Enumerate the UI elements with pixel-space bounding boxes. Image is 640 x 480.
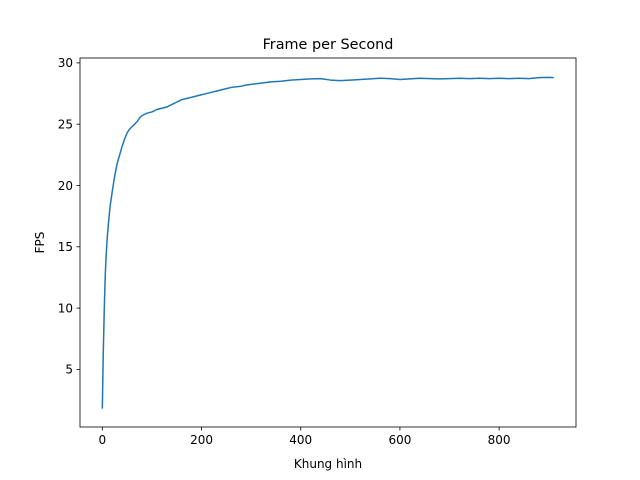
- ticks-layer: 0 200 400 600 800 5 10 15 20 25 30: [58, 56, 511, 447]
- y-axis-label: FPS: [33, 232, 47, 254]
- x-tick-label: 600: [388, 433, 411, 447]
- plot-layer: [101, 76, 554, 409]
- y-tick-label: 20: [58, 179, 73, 193]
- y-tick-label: 25: [58, 117, 73, 131]
- chart-title: Frame per Second: [263, 37, 394, 53]
- x-axis-label: Khung hình: [294, 457, 362, 471]
- plot-frame: [79, 57, 577, 428]
- x-tick-label: 800: [488, 433, 511, 447]
- y-tick-label: 15: [58, 240, 73, 254]
- y-tick-label: 5: [65, 363, 73, 377]
- series-line-fps: [101, 76, 554, 409]
- y-tick-label: 30: [58, 56, 73, 70]
- x-tick-label: 400: [289, 433, 312, 447]
- y-tick-label: 10: [58, 301, 73, 315]
- x-tick-label: 200: [190, 433, 213, 447]
- x-tick-label: 0: [98, 433, 106, 447]
